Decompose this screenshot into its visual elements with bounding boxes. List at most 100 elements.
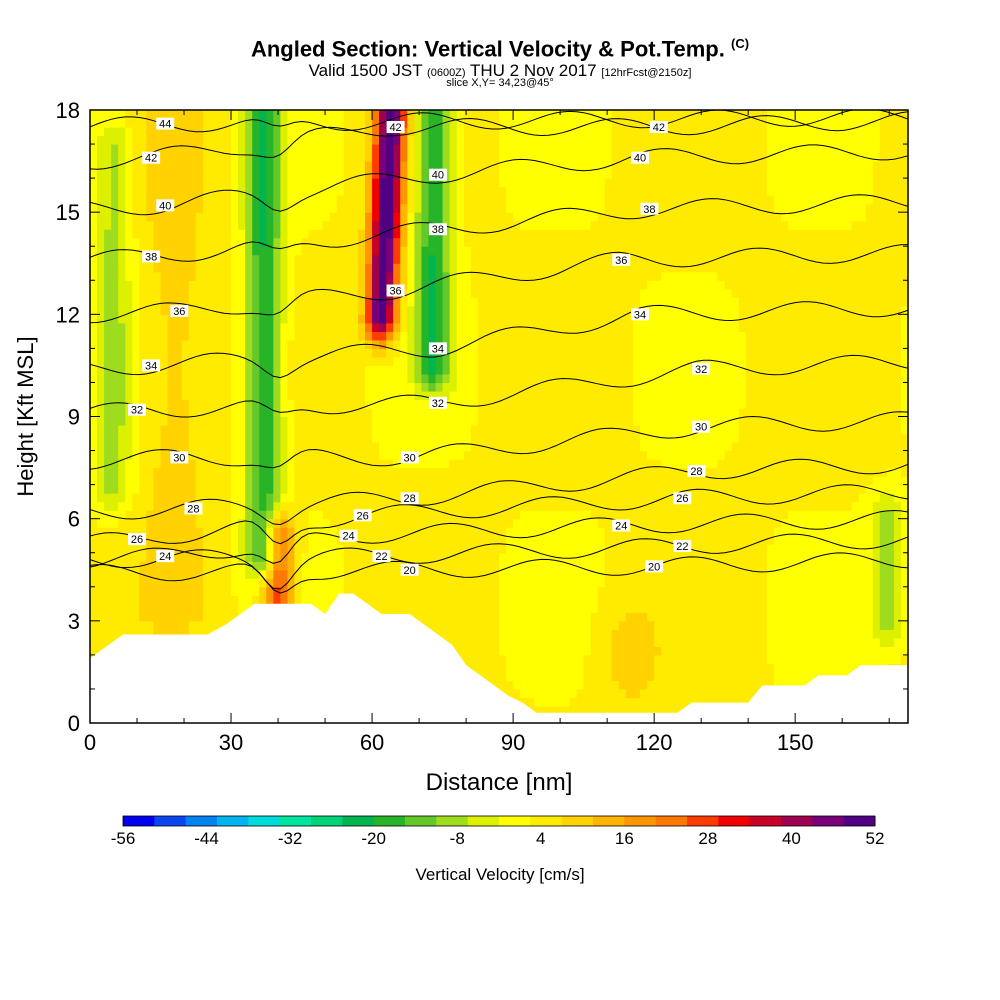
theta-contour-label: 22 [372, 550, 391, 563]
theta-contour-28 [90, 458, 908, 526]
theta-contour-label: 28 [184, 502, 203, 515]
theta-contour-label: 32 [428, 396, 447, 410]
y-tick-label: 0 [68, 711, 80, 736]
theta-contour-38 [90, 194, 908, 262]
x-axis-label: Distance [nm] [426, 769, 573, 796]
colorbar-swatch [154, 816, 187, 826]
colorbar-swatch [499, 816, 531, 826]
y-tick-label: 6 [68, 507, 80, 532]
x-tick-label: 120 [636, 730, 673, 755]
colorbar-tick-label: 40 [782, 829, 801, 848]
colorbar-swatch [279, 816, 312, 826]
theta-contour-label: 40 [156, 199, 175, 212]
x-tick-label: 60 [360, 730, 384, 755]
theta-contour-label: 34 [142, 359, 161, 372]
theta-contour-label: 36 [612, 253, 631, 267]
colorbar-tick-label: 4 [536, 829, 545, 848]
colorbar-swatch [185, 816, 218, 826]
colorbar-swatch [593, 816, 625, 826]
theta-contour-label: 38 [640, 202, 659, 216]
theta-contour-label: 36 [170, 304, 189, 318]
theta-contour-30 [90, 411, 908, 470]
theta-contour-label: 38 [428, 223, 447, 236]
colorbar-swatch [342, 816, 375, 826]
colorbar-tick-label: -20 [361, 829, 386, 848]
terrain-mask [90, 593, 908, 723]
colorbar-tick-label: 16 [615, 829, 634, 848]
theta-contour-32 [90, 354, 908, 418]
theta-contour-label: 26 [673, 492, 692, 505]
theta-contour-label: 20 [400, 563, 419, 577]
slice-info: slice X,Y= 34,23@45° [446, 77, 554, 89]
x-tick-label: 90 [501, 730, 525, 755]
colorbar-swatch [749, 816, 782, 826]
x-tick-label: 0 [84, 730, 96, 755]
colorbar-swatch [373, 816, 406, 826]
theta-contour-36 [90, 244, 908, 324]
colorbar-frame [122, 815, 876, 827]
theta-contour-24 [90, 509, 908, 568]
colorbar-swatch [405, 816, 437, 826]
theta-contour-34 [90, 301, 908, 379]
y-tick-label: 3 [68, 609, 80, 634]
theta-contour-42 [90, 111, 908, 170]
theta-contour-label: 22 [673, 539, 692, 553]
theta-contour-label: 42 [386, 121, 405, 134]
colorbar-label: Vertical Velocity [cm/s] [415, 865, 584, 884]
theta-contour-label: 30 [400, 451, 419, 464]
theta-contour-label: 40 [428, 168, 447, 182]
theta-contour-label: 36 [386, 284, 405, 297]
theta-contour-label: 28 [400, 492, 419, 505]
theta-contour-label: 42 [142, 151, 161, 165]
theta-contour-label: 28 [687, 464, 706, 478]
theta-contour-label: 42 [649, 121, 668, 134]
theta-contours [90, 110, 908, 594]
theta-contour-label: 32 [692, 362, 711, 376]
theta-contour-22 [90, 533, 908, 590]
colorbar-swatch [843, 816, 876, 826]
theta-contour-label: 24 [339, 529, 358, 543]
colorbar-tick-label: -56 [111, 829, 136, 848]
y-tick-label: 12 [56, 302, 80, 327]
theta-contour-label: 26 [128, 533, 147, 546]
colorbar-swatch [655, 816, 688, 826]
y-tick-label: 15 [56, 200, 80, 225]
theta-contour-label: 24 [612, 519, 631, 532]
colorbar-swatch [687, 816, 719, 826]
colorbar-tick-label: 28 [698, 829, 717, 848]
colorbar-tick-label: 52 [866, 829, 885, 848]
colorbar-tick-label: -8 [450, 829, 465, 848]
colorbar-swatch [248, 816, 281, 826]
colorbar-tick-label: -44 [194, 829, 219, 848]
theta-contour-label: 24 [156, 550, 175, 563]
theta-labels: 20 20 22 22 24 24 24 26 26 26 28 28 28 30 30 30 32 32 32 34… [128, 117, 711, 577]
colorbar-swatch [436, 816, 469, 826]
colorbar-swatch [624, 816, 657, 826]
theta-contour-label: 40 [631, 151, 650, 165]
velocity-field [90, 110, 908, 723]
theta-contour-label: 34 [428, 342, 447, 355]
theta-contour-44 [90, 110, 908, 133]
y-tick-label: 18 [56, 98, 80, 123]
theta-contour-label: 20 [645, 560, 664, 573]
theta-contour-26 [90, 484, 908, 545]
theta-contour-label: 26 [353, 509, 372, 522]
colorbar-swatch [217, 816, 249, 826]
theta-contour-20 [90, 552, 908, 594]
colorbar-swatch [812, 816, 845, 826]
x-tick-label: 30 [219, 730, 243, 755]
theta-contour-label: 30 [692, 420, 711, 434]
colorbar-swatch [311, 816, 343, 826]
y-tick-label: 9 [68, 405, 80, 430]
theta-contour-label: 44 [156, 117, 175, 131]
theta-contour-label: 38 [142, 250, 161, 263]
colorbar-tick-label: -32 [278, 829, 303, 848]
theta-contour-label: 34 [631, 308, 650, 321]
colorbar-swatch [530, 816, 563, 826]
colorbar-swatch [718, 816, 751, 826]
colorbar-swatch [467, 816, 500, 826]
valid-time-line: Valid 1500 JST (0600Z) THU 2 Nov 2017 [1… [308, 61, 692, 80]
colorbar-swatch [781, 816, 813, 826]
